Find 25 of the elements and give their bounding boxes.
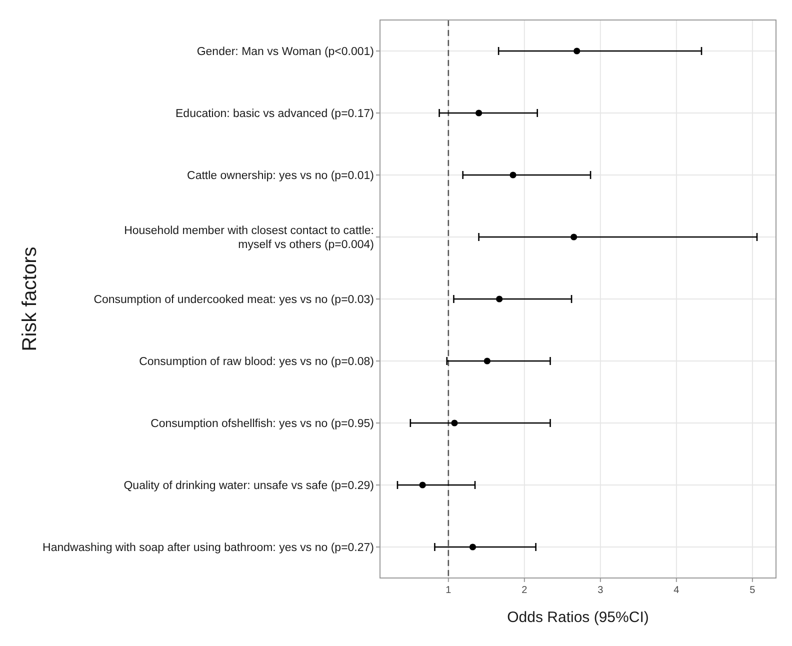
y-tick-label: Consumption ofshellfish: yes vs no (p=0.95) xyxy=(150,418,374,430)
point xyxy=(510,172,516,178)
x-tick-label: 2 xyxy=(522,585,528,596)
x-axis-title: Odds Ratios (95%CI) xyxy=(507,609,649,626)
point xyxy=(484,358,490,364)
point xyxy=(451,420,458,426)
point xyxy=(574,48,580,54)
y-tick-label: Quality of drinking water: unsafe vs safe (p=0.29) xyxy=(124,480,374,492)
y-tick-label: Cattle ownership: yes vs no (p=0.01) xyxy=(187,170,374,182)
y-axis-title: Risk factors xyxy=(19,246,41,352)
y-tick-label: Gender: Man vs Woman (p<0.001) xyxy=(196,46,374,58)
y-tick-label: Consumption of raw blood: yes vs no (p=0.08) xyxy=(139,356,374,368)
point xyxy=(496,296,503,302)
y-tick-label: Handwashing with soap after using bathroom: yes vs no (p=0.27) xyxy=(42,542,374,554)
x-tick-label: 1 xyxy=(446,585,452,596)
y-tick-label: Household member with closest contact to cattle: myself vs others (p=0.004) xyxy=(124,225,374,251)
y-tick-label: Education: basic vs advanced (p=0.17) xyxy=(176,108,374,120)
point xyxy=(419,482,426,488)
x-tick-label: 4 xyxy=(674,585,680,596)
point xyxy=(476,110,482,116)
y-tick-label: Consumption of undercooked meat: yes vs no (p=0.03) xyxy=(94,294,374,306)
point xyxy=(570,234,578,240)
x-tick-label: 5 xyxy=(750,585,756,596)
point xyxy=(469,544,476,550)
x-tick-label: 3 xyxy=(598,585,604,596)
